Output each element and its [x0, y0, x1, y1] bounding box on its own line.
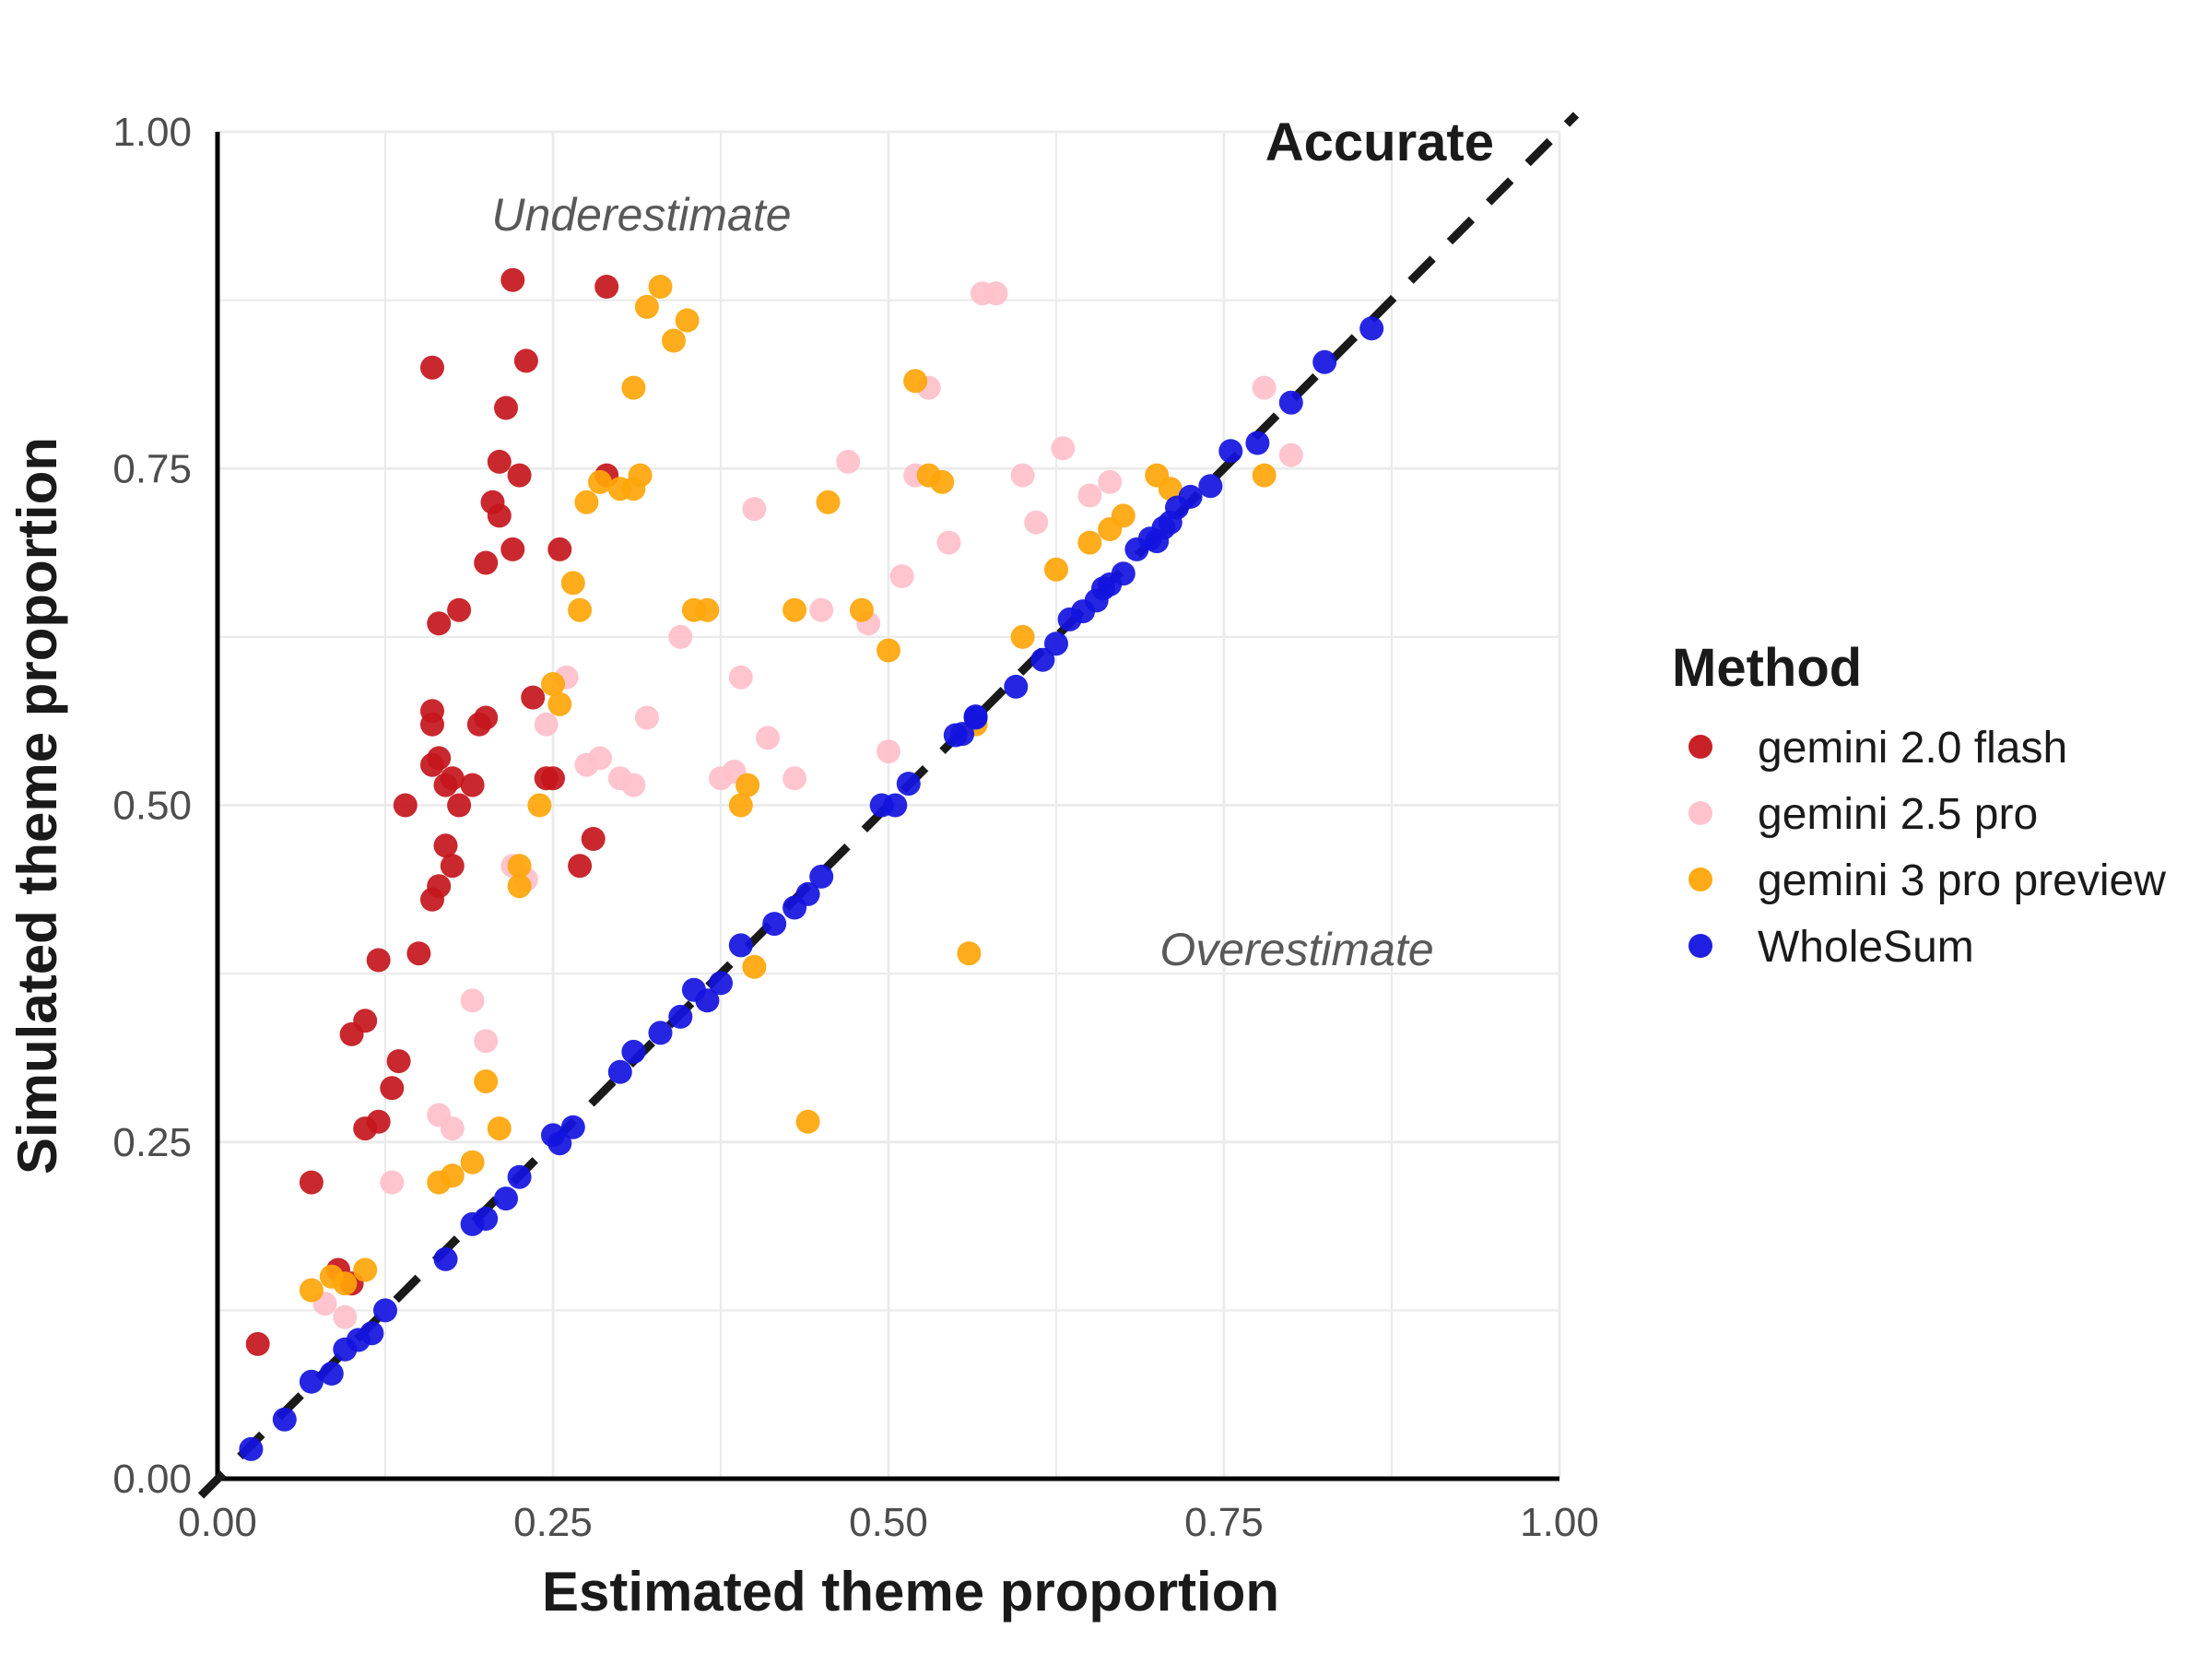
svg-text:Simulated theme proportion: Simulated theme proportion [6, 437, 68, 1174]
svg-text:gemini 2.5 pro: gemini 2.5 pro [1758, 790, 2038, 839]
svg-text:Overestimate: Overestimate [1159, 924, 1433, 975]
svg-text:0.75: 0.75 [112, 446, 192, 491]
svg-text:gemini 2.0 flash: gemini 2.0 flash [1758, 724, 2067, 773]
svg-text:1.00: 1.00 [1520, 1500, 1599, 1545]
svg-text:0.25: 0.25 [513, 1500, 593, 1545]
svg-text:0.75: 0.75 [1184, 1500, 1264, 1545]
svg-text:Estimated theme proportion: Estimated theme proportion [542, 1561, 1279, 1623]
svg-text:WholeSum: WholeSum [1758, 923, 1974, 972]
svg-text:gemini 3 pro preview: gemini 3 pro preview [1758, 856, 2166, 905]
svg-text:Accurate: Accurate [1265, 112, 1494, 172]
svg-text:0.00: 0.00 [112, 1457, 192, 1502]
svg-text:0.50: 0.50 [849, 1500, 928, 1545]
svg-text:0.25: 0.25 [112, 1120, 192, 1165]
svg-text:1.00: 1.00 [112, 110, 192, 155]
svg-text:0.00: 0.00 [178, 1500, 257, 1545]
svg-text:0.50: 0.50 [112, 784, 192, 829]
svg-text:Underestimate: Underestimate [491, 189, 791, 241]
svg-text:Method: Method [1672, 638, 1862, 698]
